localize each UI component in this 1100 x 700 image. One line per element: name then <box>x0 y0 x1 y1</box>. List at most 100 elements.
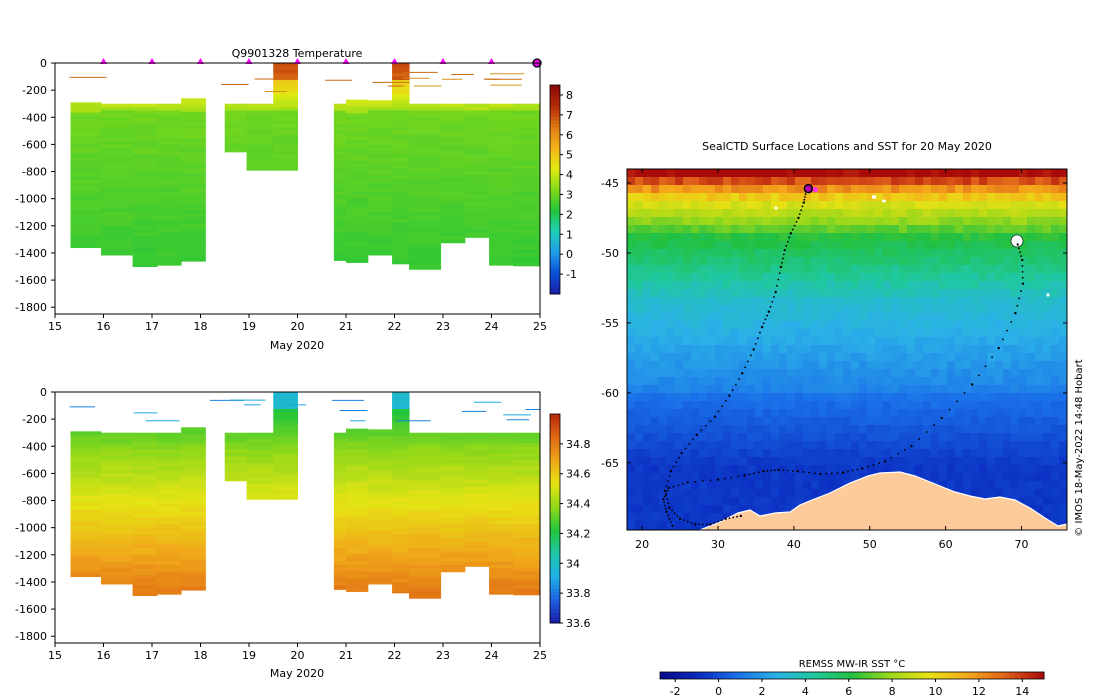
depth-cell <box>513 439 541 444</box>
x-tick-label: 21 <box>339 320 353 333</box>
sst-cell <box>675 201 684 210</box>
sst-cell <box>995 289 1004 298</box>
sst-cell <box>891 417 900 426</box>
sst-cell <box>859 169 868 178</box>
depth-cell <box>132 490 158 495</box>
sst-cell <box>675 457 684 466</box>
sst-cell <box>803 249 812 258</box>
depth-cell <box>392 181 410 186</box>
track-point <box>1021 264 1024 267</box>
sst-cell <box>1011 289 1020 298</box>
depth-cell <box>101 113 134 118</box>
depth-cell <box>101 436 134 440</box>
sst-cell <box>899 345 908 354</box>
depth-cell <box>392 219 410 223</box>
depth-cell <box>392 246 410 251</box>
depth-cell <box>392 531 410 535</box>
depth-cell <box>440 470 466 474</box>
profile-column <box>70 102 102 249</box>
depth-cell <box>440 551 466 556</box>
sst-cell <box>955 233 964 242</box>
depth-cell <box>513 446 541 451</box>
sst-cell <box>715 433 724 442</box>
depth-cell <box>392 113 410 118</box>
depth-cell <box>346 438 369 443</box>
sst-cell <box>875 185 884 194</box>
colorbar-segment <box>550 511 560 516</box>
sst-cell <box>1019 345 1028 354</box>
sst-cell <box>891 209 900 218</box>
sst-cell <box>651 337 660 346</box>
depth-cell <box>346 211 369 216</box>
sst-cell <box>907 281 916 290</box>
sst-cell <box>907 353 916 362</box>
depth-cell <box>489 507 514 512</box>
sst-cell <box>1011 337 1020 346</box>
depth-cell <box>367 117 393 122</box>
x-tick-label: 19 <box>242 649 256 662</box>
track-point <box>686 481 689 484</box>
depth-cell <box>101 185 134 189</box>
track-point <box>1021 282 1025 285</box>
sst-cell <box>635 441 644 450</box>
temperature-plot-frame <box>54 62 541 315</box>
depth-cell <box>346 106 369 111</box>
depth-cell <box>132 113 158 118</box>
depth-cell <box>181 206 206 211</box>
sst-cell <box>995 401 1004 410</box>
depth-cell <box>392 585 410 590</box>
depth-cell <box>409 154 442 159</box>
depth-cell <box>513 541 541 546</box>
sst-cell <box>915 321 924 330</box>
depth-cell <box>464 510 490 515</box>
depth-cell <box>367 229 393 234</box>
depth-cell <box>367 154 393 159</box>
depth-cell <box>513 246 541 251</box>
x-tick-label: 23 <box>436 320 450 333</box>
sst-cell <box>755 473 764 482</box>
sst-cell <box>1011 193 1020 202</box>
sst-cell <box>971 201 980 210</box>
colorbar-segment <box>550 151 560 156</box>
sst-cell <box>891 257 900 266</box>
sst-cell <box>915 305 924 314</box>
sst-cell <box>987 385 996 394</box>
sst-cell <box>651 233 660 242</box>
sst-cell <box>723 369 732 378</box>
sst-cell <box>803 265 812 274</box>
depth-cell <box>367 157 393 162</box>
sst-cell <box>651 513 660 522</box>
sst-cell <box>851 177 860 186</box>
depth-cell <box>156 575 182 580</box>
depth-cell <box>70 495 102 500</box>
sst-cell <box>811 449 820 458</box>
sst-cell <box>795 305 804 314</box>
sst-cell <box>811 241 820 250</box>
seal-track <box>662 190 1025 528</box>
sst-cell <box>923 273 932 282</box>
depth-cell <box>333 497 347 502</box>
sst-cell <box>683 425 692 434</box>
sst-cell <box>979 185 988 194</box>
sst-cell <box>963 441 972 450</box>
profile-column <box>464 103 490 238</box>
depth-cell <box>440 130 466 135</box>
sst-cell <box>891 329 900 338</box>
depth-cell <box>489 466 514 471</box>
sst-cell <box>963 409 972 418</box>
depth-cell <box>392 429 410 434</box>
track-point <box>777 278 780 281</box>
depth-cell <box>513 147 541 152</box>
sst-cell <box>1027 441 1036 450</box>
depth-cell <box>132 198 158 203</box>
colorbar-segment <box>674 672 680 679</box>
depth-cell <box>346 184 369 189</box>
sst-cell <box>627 209 636 218</box>
depth-cell <box>70 505 102 510</box>
sst-cell <box>1051 305 1060 314</box>
sst-cell <box>763 481 772 490</box>
sst-cell <box>803 361 812 370</box>
sst-cell <box>707 313 716 322</box>
depth-cell <box>156 168 182 173</box>
depth-cell <box>440 446 466 451</box>
